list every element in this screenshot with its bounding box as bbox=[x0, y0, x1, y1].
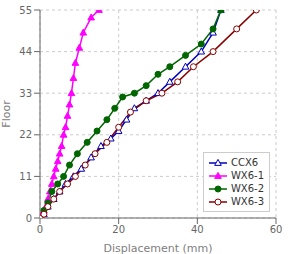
svg-text:11: 11 bbox=[19, 171, 32, 182]
html-text:WX6-3: WX6-3 bbox=[230, 196, 264, 207]
svg-text:Floor: Floor bbox=[8, 100, 13, 128]
html-text:CCX6: CCX6 bbox=[230, 157, 259, 168]
html-text:WX6-1: WX6-1 bbox=[230, 170, 264, 181]
svg-text:Displacement (mm): Displacement (mm) bbox=[103, 242, 212, 254]
svg-text:40: 40 bbox=[191, 224, 204, 235]
svg-text:20: 20 bbox=[112, 224, 125, 235]
svg-text:0: 0 bbox=[37, 224, 43, 235]
svg-text:44: 44 bbox=[19, 46, 32, 57]
svg-text:33: 33 bbox=[19, 88, 32, 99]
svg-text:60: 60 bbox=[270, 224, 282, 235]
html-text:WX6-2: WX6-2 bbox=[230, 183, 264, 194]
svg-text:55: 55 bbox=[19, 5, 32, 16]
svg-text:0: 0 bbox=[26, 213, 32, 224]
svg-text:22: 22 bbox=[19, 129, 32, 140]
